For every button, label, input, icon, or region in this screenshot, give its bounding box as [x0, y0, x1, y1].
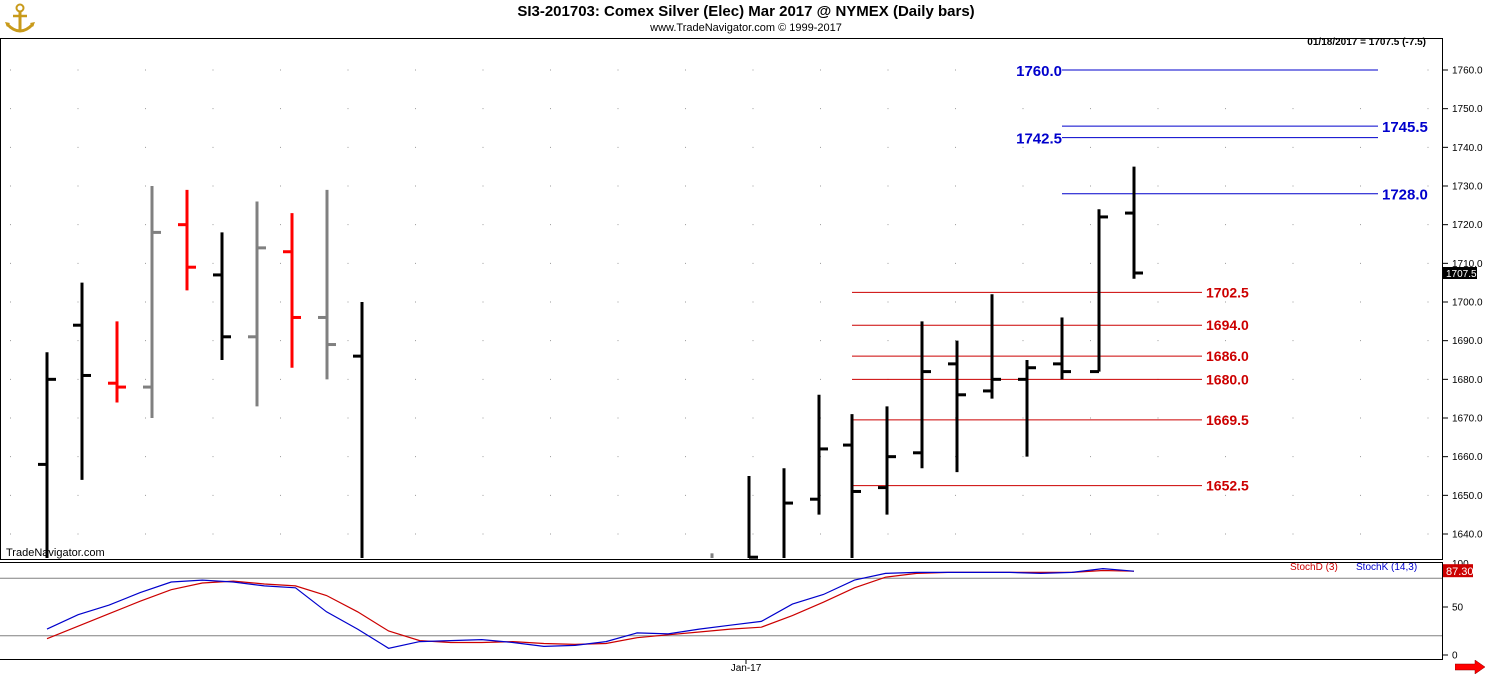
ohlc-bar: [913, 321, 931, 469]
ohlc-bar: [810, 394, 828, 515]
ohlc-bar: [178, 189, 196, 291]
last-price-label: 1707.5: [1446, 269, 1477, 280]
last-price-tag: [1443, 267, 1477, 279]
ohlc-bar: [747, 476, 758, 559]
stoch-k-line: [46, 567, 1135, 649]
axis-tick-label: 1690.0: [1452, 336, 1483, 347]
support-label: 1702.5: [1206, 284, 1249, 300]
axis-tick-label: 1680.0: [1452, 375, 1483, 386]
support-label: 1680.0: [1206, 371, 1249, 387]
support-label: 1694.0: [1206, 317, 1249, 333]
stoch-k-legend: StochK (14,3): [1356, 562, 1418, 573]
ohlc-bar: [1053, 317, 1071, 380]
resistance-label: 1728.0: [1382, 187, 1428, 204]
stoch-d-legend: StochD (3): [1290, 562, 1338, 573]
ohlc-bar: [843, 414, 861, 558]
support-label: 1652.5: [1206, 478, 1249, 494]
last-price-readout: 01/18/2017 = 1707.5 (-7.5): [1307, 37, 1426, 48]
stoch-axis-label: 50: [1452, 603, 1464, 614]
ohlc-bar: [1125, 166, 1143, 279]
ohlc-bar: [782, 468, 793, 558]
axis-tick-label: 1650.0: [1452, 491, 1483, 502]
axis-tick-label: 1730.0: [1452, 182, 1483, 193]
axis-tick-label: 1720.0: [1452, 220, 1483, 231]
resistance-label: 1745.5: [1382, 119, 1428, 136]
stoch-value-label: 87.30: [1446, 566, 1474, 578]
ohlc-bar: [983, 294, 1001, 399]
price-axis: 1640.0 1650.0 1660.0 1670.0 1680.0 1690.0 1700…: [1442, 66, 1483, 541]
axis-tick-label: 1760.0: [1452, 66, 1483, 77]
stoch-value-tag: [1443, 564, 1473, 578]
stoch-axis-label: 0: [1452, 651, 1458, 662]
axis-tick-label: 1750.0: [1452, 104, 1483, 115]
axis-tick-label: 1670.0: [1452, 414, 1483, 425]
ohlc-bar: [353, 302, 364, 558]
resistance-label: 1742.5: [1016, 131, 1062, 148]
axis-tick-label: 1660.0: [1452, 452, 1483, 463]
anchor-logo-icon[interactable]: [2, 2, 38, 36]
axis-tick-label: 1710.0: [1452, 259, 1483, 270]
ohlc-bars: [38, 166, 1143, 559]
watermark-text: TradeNavigator.com: [6, 547, 105, 559]
resistance-label: 1760.0: [1016, 63, 1062, 80]
ohlc-bar: [73, 282, 91, 480]
ohlc-bar: [878, 406, 896, 515]
axis-tick-label: 1640.0: [1452, 530, 1483, 541]
ohlc-bar: [318, 189, 336, 380]
ohlc-bar: [283, 213, 301, 368]
support-label: 1686.0: [1206, 348, 1249, 364]
chart-header: SI3-201703: Comex Silver (Elec) Mar 2017…: [0, 0, 1492, 38]
copyright-text: www.TradeNavigator.com © 1999-2017: [650, 22, 842, 34]
ohlc-bar: [143, 186, 161, 418]
ohlc-bar: [948, 340, 966, 473]
scroll-right-arrow-icon[interactable]: [1455, 660, 1485, 674]
ohlc-bar: [248, 201, 266, 407]
chart-title: SI3-201703: Comex Silver (Elec) Mar 2017…: [517, 3, 975, 20]
ohlc-bar: [1090, 209, 1108, 374]
ohlc-bar: [38, 352, 56, 558]
axis-tick-label: 1700.0: [1452, 298, 1483, 309]
x-axis-label: Jan-17: [731, 663, 762, 674]
price-levels: 1760.0 1745.5 1742.5 1728.0 1702.5 1694.0 1686…: [852, 63, 1428, 494]
ohlc-bar: [213, 232, 231, 360]
ohlc-bar: [1018, 360, 1036, 457]
ohlc-bar: [108, 321, 126, 403]
axis-tick-label: 1740.0: [1452, 143, 1483, 154]
support-label: 1669.5: [1206, 412, 1249, 428]
